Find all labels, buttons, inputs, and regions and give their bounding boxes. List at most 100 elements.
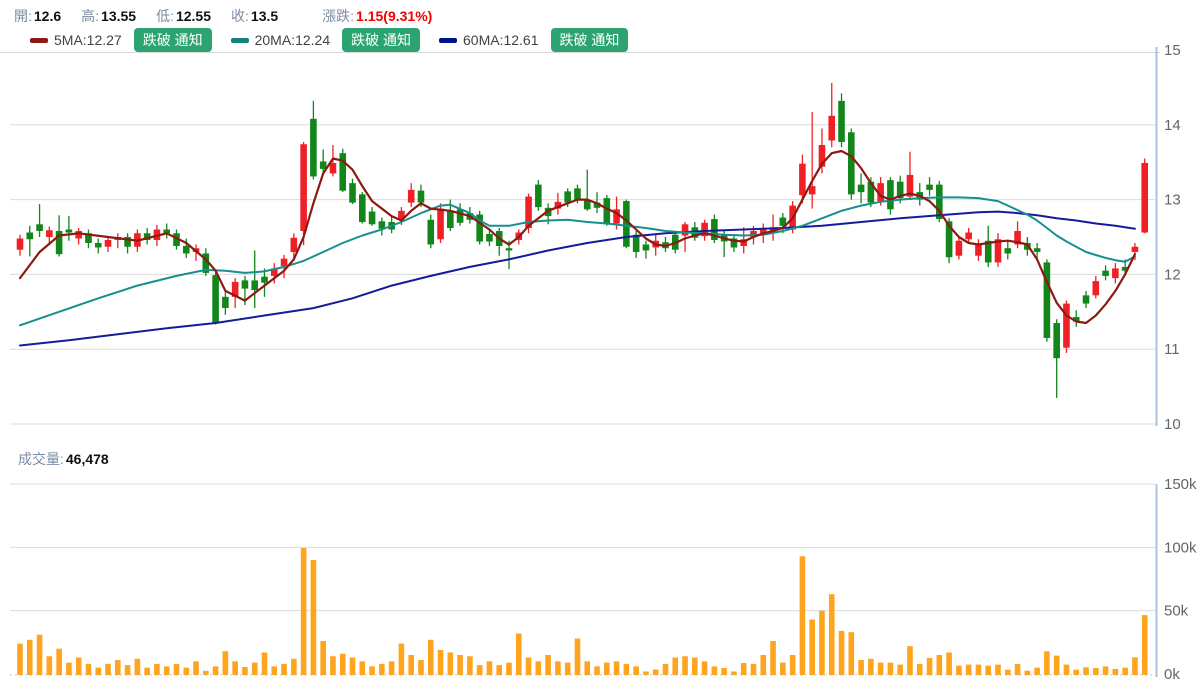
quote-field: 高: 13.55: [81, 6, 136, 26]
candle-down: [535, 184, 542, 208]
volume-bar: [1034, 667, 1040, 675]
5ma-breach-notify-button[interactable]: 跌破 通知: [133, 28, 212, 53]
candle-up: [877, 183, 884, 202]
volume-bar: [242, 667, 248, 675]
candle-down: [936, 184, 943, 220]
quote-field-value: 13.5: [250, 8, 279, 24]
quote-field-value: 12.55: [175, 8, 212, 24]
candle-down: [143, 233, 151, 240]
candle-down: [202, 253, 210, 273]
volume-bar: [75, 657, 82, 675]
volume-bar: [144, 667, 150, 675]
volume-bar: [623, 663, 630, 675]
volume-bar: [1044, 651, 1050, 675]
candle-up: [906, 174, 914, 197]
volume-bar: [379, 663, 385, 675]
candle-down: [1004, 248, 1012, 254]
volume-bar: [26, 639, 33, 675]
candle-up: [975, 243, 982, 256]
volume-bar: [868, 658, 874, 675]
volume-bar: [105, 663, 111, 675]
volume-bar: [946, 652, 952, 675]
candle-up: [818, 144, 826, 167]
volume-bar: [437, 649, 444, 675]
volume-bar: [36, 634, 43, 675]
volume-bar: [604, 662, 610, 675]
candle-up: [759, 228, 767, 234]
candle-down: [623, 201, 630, 247]
volume-bar: [1132, 657, 1138, 675]
ma-legend-item-5ma: 5MA:12.27: [30, 32, 122, 48]
candle-down: [887, 180, 894, 210]
volume-bar: [594, 666, 600, 675]
volume-bar: [545, 654, 551, 675]
candle-down: [593, 202, 601, 208]
volume-value: 46,478: [65, 451, 109, 467]
volume-bar: [828, 594, 835, 675]
candle-up: [808, 186, 816, 195]
volume-bar: [46, 656, 53, 675]
volume-bar: [799, 556, 806, 675]
volume-bar: [506, 662, 512, 675]
volume-bar: [291, 658, 297, 675]
volume-bar: [760, 654, 767, 675]
candle-up: [740, 239, 748, 246]
20ma-breach-notify-button[interactable]: 跌破 通知: [342, 28, 420, 53]
volume-bar: [1014, 663, 1021, 675]
candle-down: [85, 233, 92, 243]
ma-label: 60MA:12.61: [463, 32, 539, 49]
volume-bar: [995, 664, 1001, 675]
candle-down: [857, 184, 865, 193]
candle-down: [730, 238, 738, 248]
volume-bar: [222, 651, 229, 675]
volume-bar: [281, 663, 287, 675]
20ma-color-dash-icon: [230, 37, 249, 43]
candle-up: [681, 224, 689, 236]
volume-bar: [418, 660, 424, 675]
volume-bar: [310, 559, 317, 675]
candle-down: [319, 161, 327, 169]
volume-bar: [163, 666, 170, 675]
candle-up: [329, 162, 337, 174]
ma20-line: [19, 196, 1136, 327]
candle-down: [447, 210, 454, 229]
candle-down: [163, 229, 170, 234]
candle-down: [222, 296, 229, 309]
candle-up: [46, 230, 53, 237]
candle-down: [310, 118, 317, 177]
candle-up: [231, 281, 239, 297]
volume-bar: [692, 657, 698, 675]
candle-down: [926, 184, 933, 190]
price-tick-label: 13: [1164, 192, 1181, 209]
volume-bar: [515, 633, 522, 675]
volume-bar: [809, 619, 815, 675]
60ma-breach-notify-button[interactable]: 跌破 通知: [550, 28, 629, 53]
candle-up: [1141, 162, 1148, 233]
volume-bar: [1063, 664, 1070, 675]
volume-bar: [887, 662, 894, 675]
candle-up: [525, 196, 532, 229]
ma-legend-item-60ma: 60MA:12.61: [439, 32, 539, 48]
candle-up: [1014, 231, 1021, 245]
candle-up: [1092, 281, 1100, 296]
volume-bar: [584, 661, 591, 675]
volume-tick-label: 0k: [1164, 666, 1180, 683]
volume-bar: [613, 661, 620, 675]
candle-down: [711, 219, 718, 240]
candle-down: [642, 244, 650, 251]
candle-up: [1112, 268, 1119, 279]
candle-up: [613, 209, 620, 224]
volume-bar: [251, 662, 258, 675]
price-tick-label: 14: [1164, 117, 1181, 134]
volume-bar: [193, 661, 199, 675]
candle-down: [486, 234, 493, 242]
volume-bar: [956, 665, 962, 675]
candle-up: [398, 210, 405, 220]
candle-down: [476, 214, 483, 242]
candle-down: [339, 153, 347, 191]
5ma-color-dash-icon: [30, 37, 48, 43]
price-tick-label: 12: [1164, 266, 1181, 283]
candle-down: [378, 221, 386, 229]
candle-up: [16, 238, 24, 250]
